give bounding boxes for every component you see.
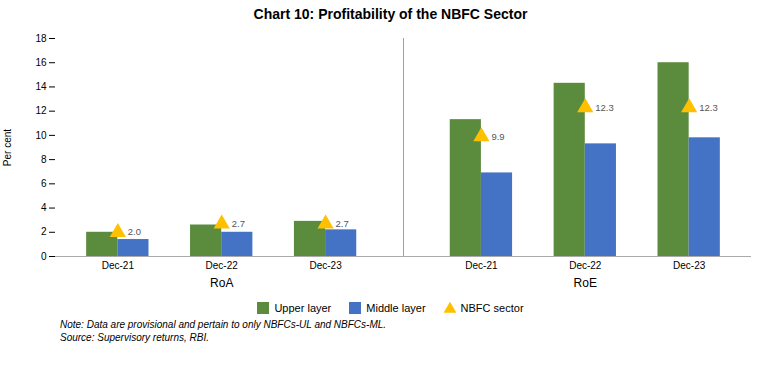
svg-text:18: 18 (35, 33, 47, 44)
svg-text:12.3: 12.3 (595, 102, 614, 113)
svg-text:Dec-21: Dec-21 (465, 260, 498, 271)
svg-text:Dec-22: Dec-22 (569, 260, 602, 271)
svg-text:0: 0 (41, 251, 47, 262)
html-text:Source: Supervisory returns, R: Source: Supervisory returns, RBI. (60, 332, 209, 343)
svg-text:2: 2 (41, 226, 47, 237)
html-text:Chart 10: Profitability of the: Chart 10: Profitability of the NBFC Sect… (253, 6, 528, 22)
svg-text:Dec-23: Dec-23 (673, 260, 706, 271)
svg-text:2.7: 2.7 (336, 218, 349, 229)
svg-text:Dec-21: Dec-21 (102, 260, 135, 271)
svg-text:Dec-23: Dec-23 (309, 260, 342, 271)
svg-text:4: 4 (41, 202, 47, 213)
html-text:Note: Data are provisional and: Note: Data are provisional and pertain t… (60, 319, 387, 330)
svg-text:10: 10 (35, 130, 47, 141)
svg-text:12.3: 12.3 (699, 102, 718, 113)
svg-text:16: 16 (35, 57, 47, 68)
svg-text:12: 12 (35, 105, 47, 116)
svg-text:Dec-22: Dec-22 (206, 260, 239, 271)
html-text:Middle layer: Middle layer (366, 302, 426, 314)
svg-text:2.0: 2.0 (128, 226, 141, 237)
svg-text:2.7: 2.7 (232, 218, 245, 229)
svg-text:Per cent: Per cent (2, 129, 13, 166)
svg-text:8: 8 (41, 154, 47, 165)
svg-text:RoE: RoE (574, 276, 597, 290)
svg-text:6: 6 (41, 178, 47, 189)
svg-text:14: 14 (35, 81, 47, 92)
svg-text:9.9: 9.9 (491, 131, 504, 142)
svg-text:RoA: RoA (210, 276, 233, 290)
html-text:NBFC sector: NBFC sector (460, 302, 524, 314)
html-text:Upper layer: Upper layer (274, 302, 332, 314)
